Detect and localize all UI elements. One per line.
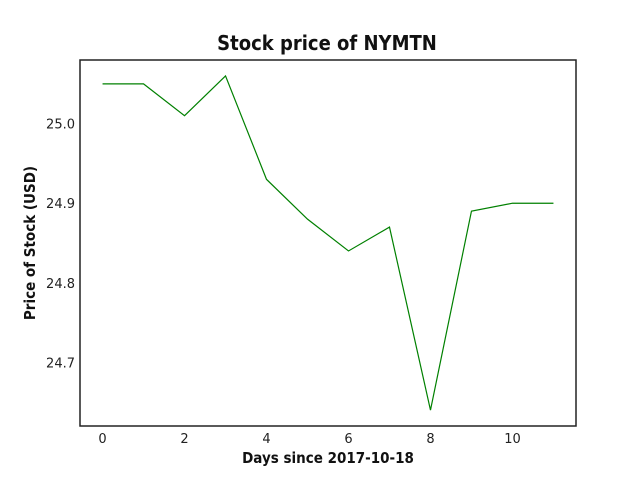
x-tick-label: 6 <box>344 432 352 447</box>
x-axis-label: Days since 2017-10-18 <box>242 449 414 467</box>
x-tick-label: 8 <box>426 432 434 447</box>
series-layer <box>103 76 554 410</box>
x-tick-label: 0 <box>98 432 106 447</box>
x-tick-label: 10 <box>504 432 521 447</box>
y-tick-label: 24.9 <box>46 197 75 212</box>
x-axis-ticks: 0 2 4 6 8 10 <box>98 432 520 447</box>
plot-area-frame <box>80 60 576 426</box>
price-series-line <box>103 76 554 410</box>
x-tick-label: 4 <box>262 432 270 447</box>
y-tick-label: 24.8 <box>46 277 75 292</box>
y-tick-label: 25.0 <box>46 118 75 133</box>
y-tick-label: 24.7 <box>46 356 75 371</box>
x-tick-label: 2 <box>180 432 188 447</box>
chart-title: Stock price of NYMTN <box>217 31 437 55</box>
y-axis-ticks: 24.7 24.8 24.9 25.0 <box>46 118 75 372</box>
y-axis-label: Price of Stock (USD) <box>21 166 39 320</box>
